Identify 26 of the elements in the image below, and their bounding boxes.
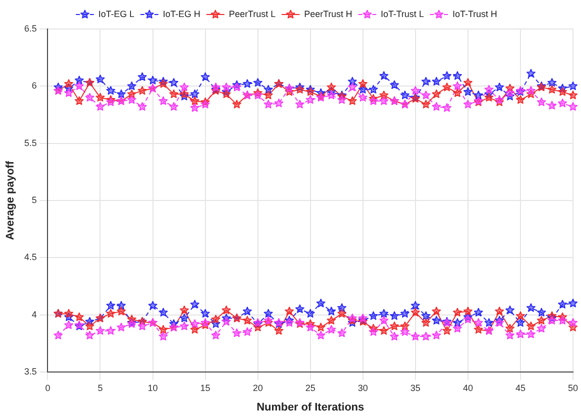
- y-tick-label: 6.5: [24, 23, 37, 34]
- x-tick-label: 45: [515, 382, 526, 393]
- y-tick-label: 4.5: [24, 252, 37, 262]
- y-tick-label: 5: [32, 194, 37, 205]
- y-tick-label: 4: [32, 309, 37, 320]
- x-tick-label: 35: [410, 382, 420, 393]
- x-tick-label: 30: [358, 382, 368, 393]
- x-tick-label: 10: [148, 382, 158, 393]
- x-tick-label: 15: [200, 382, 210, 393]
- x-tick-label: 0: [45, 382, 50, 393]
- x-tick-label: 50: [568, 382, 578, 393]
- legend-label: IoT-Trust H: [452, 8, 498, 19]
- y-tick-label: 6: [32, 80, 37, 91]
- x-axis-title: Number of Iterations: [256, 401, 364, 414]
- legend-label: IoT-EG L: [98, 8, 134, 19]
- y-tick-label: 5.5: [24, 138, 37, 148]
- legend-label: PeerTrust L: [228, 8, 276, 19]
- legend-label: PeerTrust H: [304, 8, 352, 19]
- y-tick-label: 3.5: [24, 366, 37, 376]
- y-axis-title: Average payoff: [4, 160, 17, 240]
- legend-label: IoT-EG H: [162, 8, 200, 19]
- legend-label: IoT-Trust L: [380, 8, 424, 19]
- x-tick-label: 5: [98, 382, 103, 393]
- x-tick-label: 20: [252, 382, 263, 393]
- x-tick-label: 25: [305, 382, 316, 393]
- x-tick-label: 40: [462, 382, 473, 393]
